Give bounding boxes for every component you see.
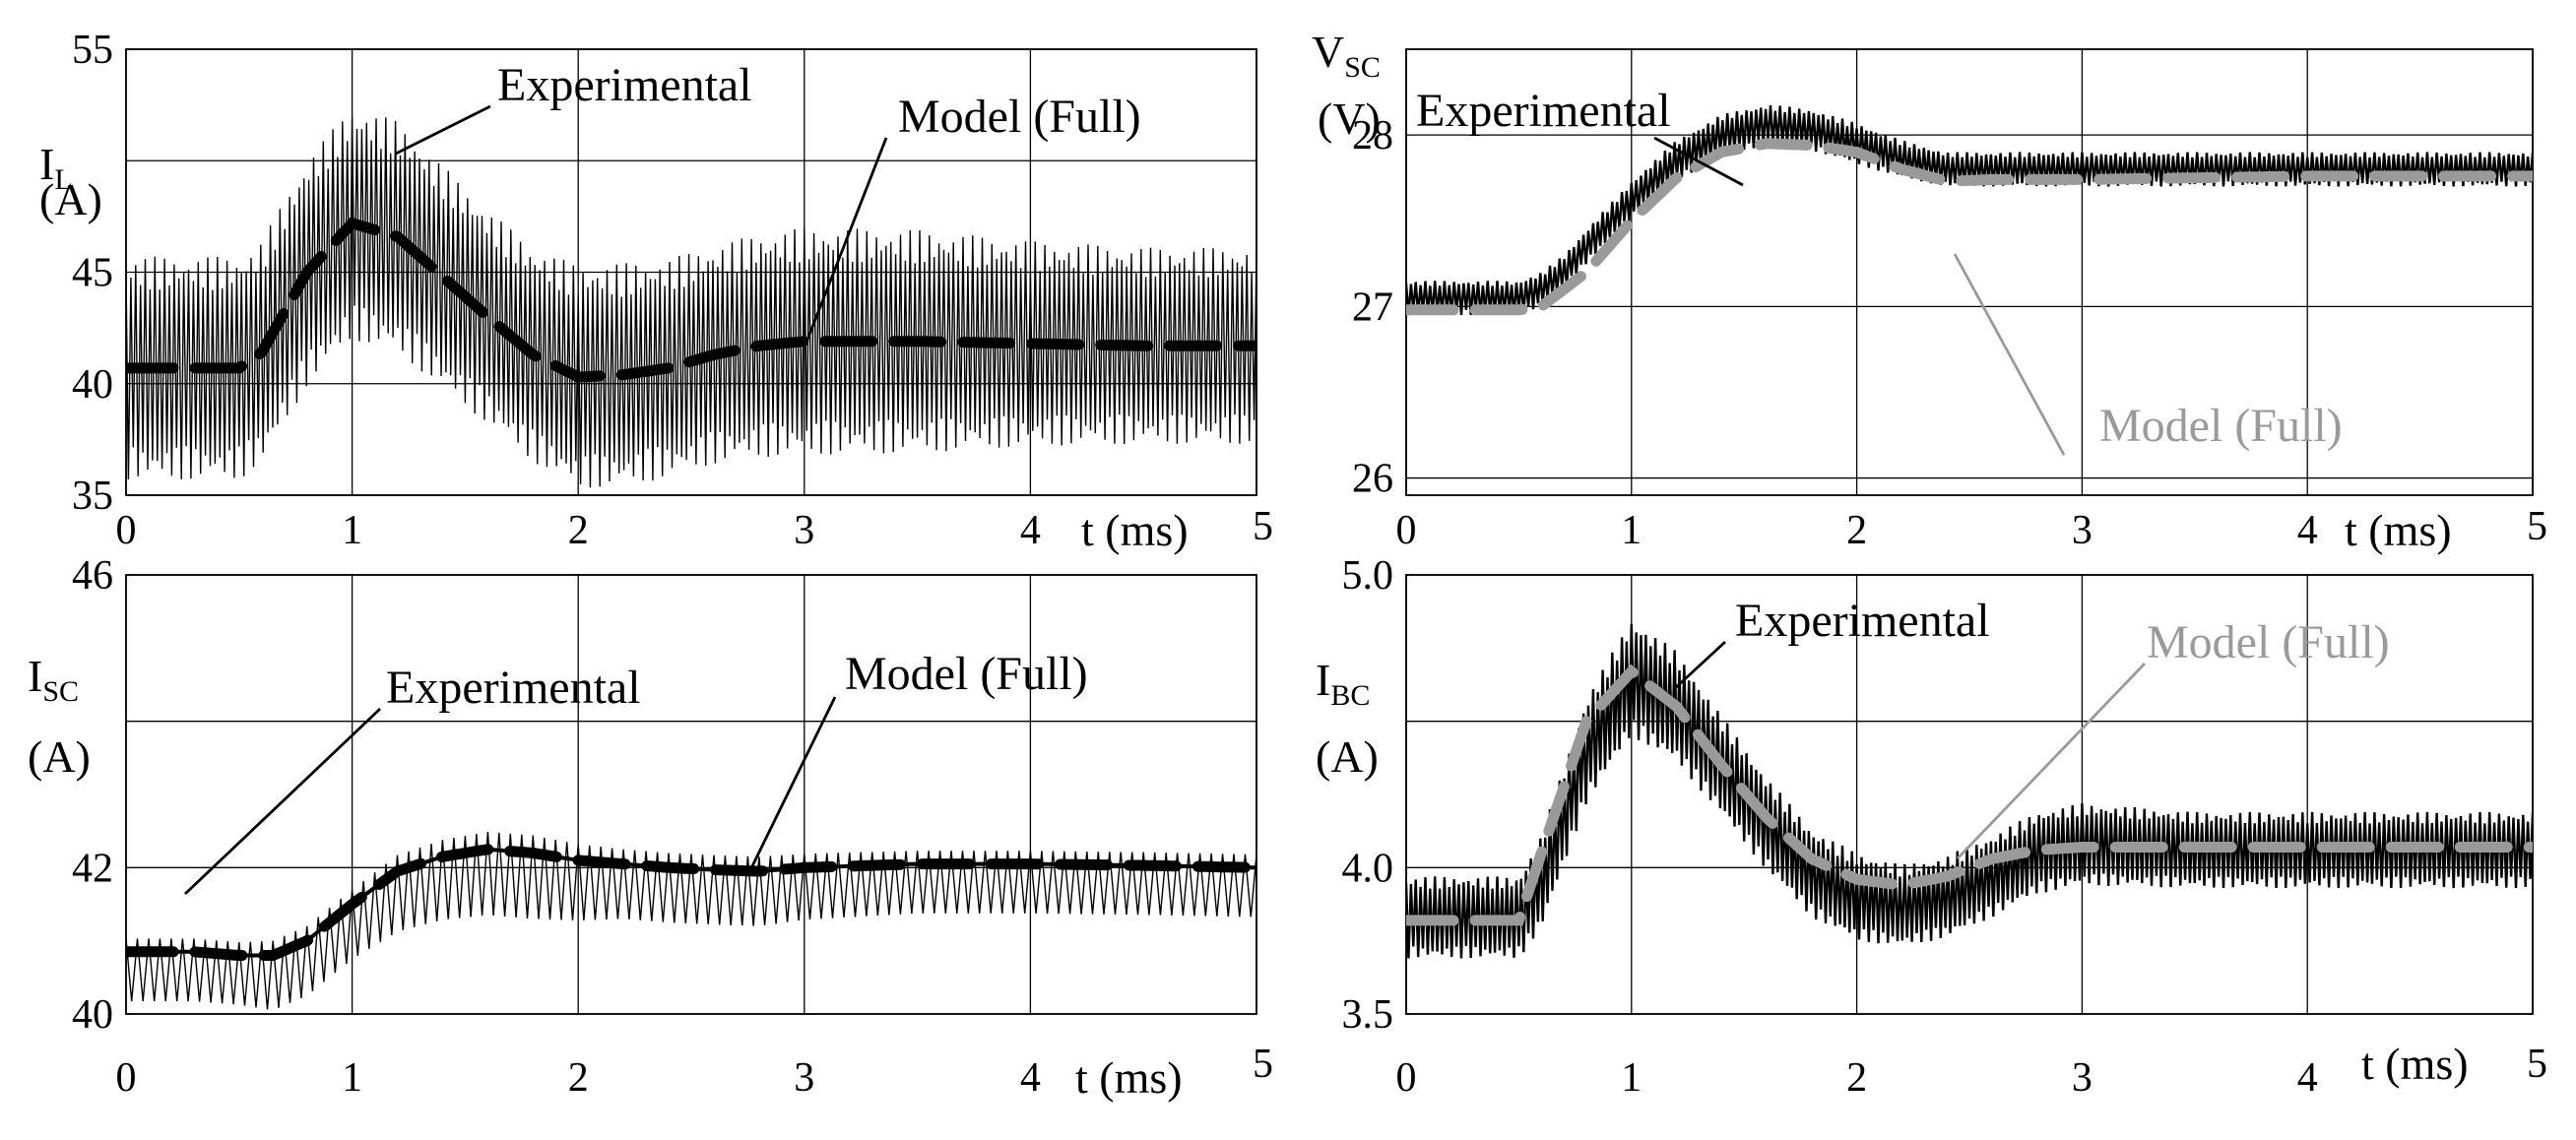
- experimental-trace: [1406, 623, 2533, 959]
- annotation-label: Experimental: [497, 59, 752, 111]
- x-tick-label: 1: [342, 508, 362, 553]
- y-axis-label: VSC: [1312, 27, 1381, 84]
- x-tick-label: 4: [1020, 1055, 1041, 1101]
- x-axis-label: t (ms): [1081, 505, 1189, 555]
- y-axis-label: ISC: [28, 651, 79, 708]
- plot-data: [1406, 105, 2533, 316]
- experimental-trace: [126, 117, 1256, 488]
- y-tick-label: 28: [1352, 113, 1393, 158]
- y-tick-label: 45: [72, 251, 113, 296]
- x-axis-label: t (ms): [2345, 505, 2452, 555]
- x-tick-label: 3: [2072, 508, 2093, 553]
- x-tick-label: 2: [568, 1055, 589, 1101]
- x-tick-label: 1: [1621, 508, 1642, 553]
- x-tick-label: 5: [2527, 504, 2547, 549]
- annotation-leader-line: [1673, 640, 1726, 691]
- annotation-label: Model (Full): [898, 91, 1141, 143]
- y-tick-label: 40: [72, 362, 113, 408]
- annotation-leader-line: [395, 104, 491, 156]
- annotation-leader-line: [1953, 253, 2066, 456]
- y-tick-label: 26: [1352, 457, 1393, 502]
- y-axis-label: IL: [39, 139, 73, 196]
- y-axis-unit: (V): [1318, 94, 1381, 144]
- y-axis-unit: (A): [1316, 731, 1379, 782]
- plot-frame: [1405, 574, 2534, 1015]
- x-axis-label: t (ms): [2361, 1039, 2469, 1089]
- annotation-leader-line: [746, 696, 837, 875]
- model-full-trace: [1406, 138, 2533, 316]
- x-tick-label: 0: [116, 508, 137, 553]
- x-tick-label: 0: [116, 1055, 137, 1101]
- x-tick-label: 2: [1846, 508, 1867, 553]
- x-tick-label: 1: [342, 1055, 362, 1101]
- x-tick-label: 3: [2072, 1055, 2093, 1101]
- x-tick-label: 2: [1846, 1055, 1867, 1101]
- annotation-leader-line: [805, 137, 888, 341]
- panel-ibc: IBC (A) t (ms) 3.5 4.0 5.0 0 1 2 3 4 5 Experiment…: [1316, 553, 2547, 1101]
- x-tick-label: 1: [1621, 1055, 1642, 1101]
- x-axis-label: t (ms): [1075, 1052, 1183, 1103]
- x-tick-label: 5: [1253, 504, 1273, 549]
- x-tick-label: 4: [2297, 1055, 2318, 1101]
- y-tick-label: 4.0: [1342, 846, 1394, 891]
- model-full-trace: [126, 217, 1256, 383]
- y-tick-label: 55: [72, 28, 113, 73]
- x-tick-label: 4: [2297, 508, 2318, 553]
- y-tick-label: 46: [72, 553, 113, 599]
- panel-isc: ISC (A) t (ms) 40 42 46 0 1 2 3 4 5 Experimental M…: [28, 553, 1273, 1103]
- plot-data: [1406, 623, 2533, 959]
- panel-vsc: VSC (V) t (ms) 26 27 28 0 1 2 3 4 5 Experimental M…: [1312, 27, 2547, 555]
- annotation-label: Model (Full): [2099, 400, 2343, 452]
- y-axis-unit: (A): [39, 174, 102, 224]
- model-full-trace: [126, 844, 1256, 961]
- annotation-label: Experimental: [1416, 85, 1671, 137]
- plot-frame: [1405, 48, 2534, 496]
- experimental-trace: [126, 831, 1256, 1010]
- annotation-label: Model (Full): [845, 648, 1088, 700]
- y-tick-label: 35: [72, 474, 113, 519]
- y-tick-label: 42: [72, 846, 113, 891]
- x-tick-label: 5: [2527, 1042, 2547, 1087]
- x-tick-label: 0: [1396, 508, 1417, 553]
- annotation-leader-line: [1956, 663, 2147, 859]
- x-tick-label: 0: [1396, 1055, 1417, 1101]
- annotation-leader-line: [184, 707, 381, 896]
- annotation-label: Experimental: [386, 662, 641, 714]
- plot-frame: [125, 574, 1257, 1015]
- x-tick-label: 3: [794, 508, 814, 553]
- plot-data: [126, 831, 1256, 1010]
- y-tick-label: 5.0: [1342, 553, 1394, 599]
- model-full-trace: [1406, 664, 2533, 926]
- y-tick-label: 27: [1352, 285, 1393, 330]
- annotation-label: Model (Full): [2147, 616, 2390, 668]
- y-tick-label: 40: [72, 992, 113, 1038]
- y-axis-unit: (A): [28, 731, 91, 782]
- x-tick-label: 4: [1020, 508, 1041, 553]
- plot-data: [126, 117, 1256, 488]
- annotation-label: Experimental: [1735, 595, 1990, 647]
- x-tick-label: 3: [794, 1055, 814, 1101]
- annotation-leader-line: [1653, 136, 1744, 187]
- x-tick-label: 2: [568, 508, 589, 553]
- y-tick-label: 3.5: [1342, 992, 1394, 1038]
- y-axis-label: IBC: [1316, 655, 1370, 712]
- x-tick-label: 5: [1253, 1042, 1273, 1087]
